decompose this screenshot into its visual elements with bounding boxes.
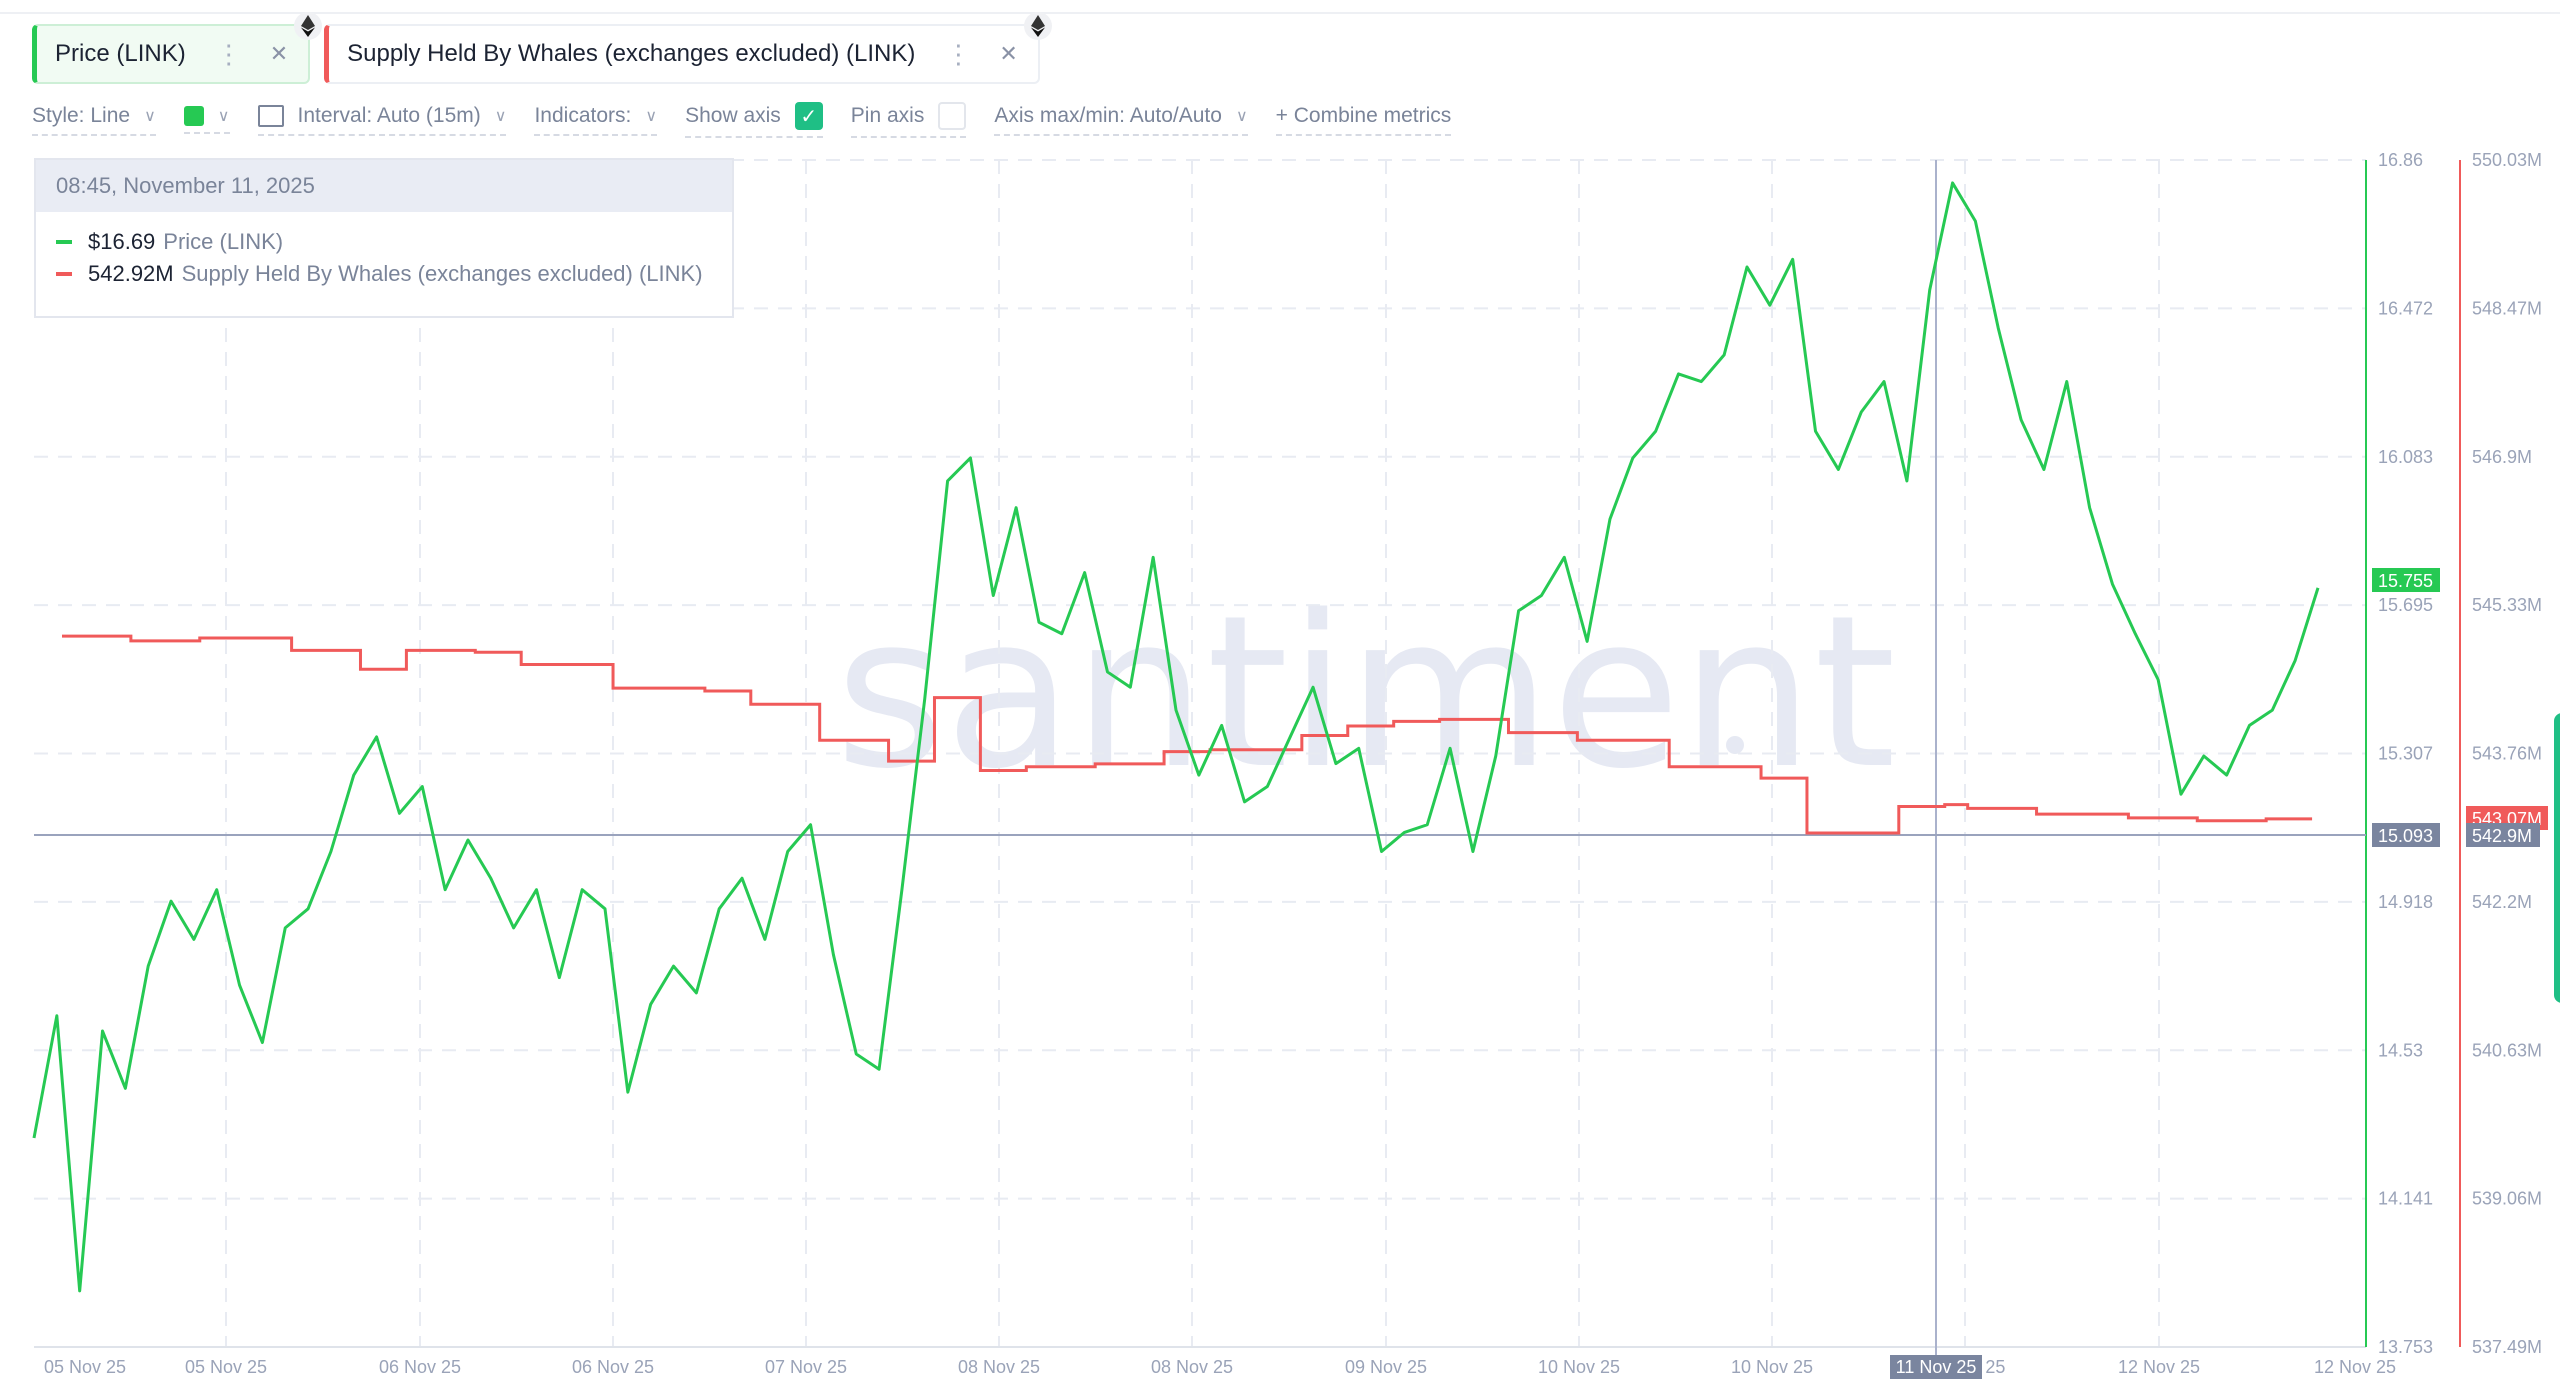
tooltip-label: Price (LINK) — [163, 229, 284, 254]
interval-dropdown[interactable]: Interval: Auto (15m) ∨ — [257, 104, 507, 136]
x-tick-label: 10 Nov 25 — [1731, 1357, 1813, 1377]
price-axis-tick: 14.141 — [2378, 1189, 2433, 1209]
price-axis-tick: 13.753 — [2378, 1337, 2433, 1357]
x-tick-label: 12 Nov 25 — [2118, 1357, 2200, 1377]
ethereum-icon — [1023, 12, 1052, 40]
side-panel-handle[interactable] — [2554, 713, 2560, 1003]
x-tick-label: 05 Nov 25 — [44, 1357, 126, 1377]
x-tick-label: 08 Nov 25 — [1151, 1357, 1233, 1377]
kebab-icon[interactable]: ⋮ — [945, 38, 972, 69]
show-axis-label: Show axis — [685, 104, 781, 127]
metric-tab-label: Price (LINK) — [55, 40, 186, 67]
price-axis-tick: 16.083 — [2378, 447, 2433, 467]
supply-axis-tick: 546.9M — [2472, 447, 2532, 467]
indicators-label: Indicators: — [534, 104, 632, 127]
price-axis-tick: 14.53 — [2378, 1040, 2423, 1060]
chevron-down-icon: ∨ — [494, 108, 507, 125]
checkbox-checked-icon[interactable]: ✓ — [794, 102, 823, 130]
color-swatch — [183, 106, 204, 126]
tooltip-timestamp: 08:45, November 11, 2025 — [36, 160, 732, 212]
supply-axis-tick: 542.2M — [2472, 892, 2532, 912]
checkbox-unchecked-icon[interactable] — [938, 102, 967, 130]
price-axis-tick: 14.918 — [2378, 892, 2433, 912]
x-tick-label: 10 Nov 25 — [1538, 1357, 1620, 1377]
chevron-down-icon: ∨ — [1235, 108, 1248, 125]
axis-maxmin-label: Axis max/min: Auto/Auto — [994, 104, 1222, 127]
style-label: Style: Line — [32, 104, 131, 127]
chevron-down-icon: ∨ — [144, 108, 156, 125]
price-axis-tick: 15.307 — [2378, 744, 2433, 764]
page-top-border — [0, 0, 2560, 14]
x-tick-label: 05 Nov 25 — [185, 1357, 267, 1377]
legend-swatch — [56, 240, 72, 244]
tooltip-row-supply: 542.92M Supply Held By Whales (exchanges… — [56, 258, 732, 290]
chart-toolbar: Style: Line ∨ ∨ Interval: Auto (15m) ∨ I… — [32, 100, 1479, 140]
x-tick-label: 06 Nov 25 — [572, 1357, 654, 1377]
close-icon[interactable]: ✕ — [269, 41, 289, 66]
show-axis-toggle[interactable]: Show axis ✓ — [685, 102, 823, 138]
color-dropdown[interactable]: ∨ — [183, 106, 230, 134]
supply-axis-tick: 550.03M — [2472, 150, 2542, 170]
crosshair-x-label: 11 Nov 25 — [1896, 1357, 1977, 1377]
interval-label: Interval: Auto (15m) — [297, 104, 481, 127]
tooltip-row-price: $16.69 Price (LINK) — [56, 226, 732, 258]
supply-axis-tick: 537.49M — [2472, 1337, 2542, 1357]
interval-icon — [257, 105, 284, 127]
x-tick-label: 08 Nov 25 — [958, 1357, 1040, 1377]
price-axis-tick: 16.86 — [2378, 150, 2423, 170]
supply-axis-tick: 545.33M — [2472, 595, 2542, 615]
tooltip-label: Supply Held By Whales (exchanges exclude… — [181, 261, 703, 286]
metric-tab-price[interactable]: Price (LINK) ⋮ ✕ — [32, 12, 323, 84]
axis-maxmin-dropdown[interactable]: Axis max/min: Auto/Auto ∨ — [994, 104, 1248, 136]
metric-tabs: Price (LINK) ⋮ ✕ Supply Held By Whales (… — [32, 12, 1052, 84]
chart-tooltip: 08:45, November 11, 2025 $16.69 Price (L… — [34, 158, 734, 318]
kebab-icon[interactable]: ⋮ — [215, 38, 242, 69]
ethereum-icon — [294, 12, 323, 40]
chevron-down-icon: ∨ — [217, 108, 230, 125]
pin-axis-toggle[interactable]: Pin axis — [850, 102, 967, 138]
indicators-dropdown[interactable]: Indicators: ∨ — [534, 104, 658, 136]
supply-axis-tick: 540.63M — [2472, 1040, 2542, 1060]
price-line — [32, 181, 2320, 1293]
price-axis-tick: 15.695 — [2378, 595, 2433, 615]
tooltip-value: $16.69 — [88, 229, 156, 254]
metric-tab-label: Supply Held By Whales (exchanges exclude… — [347, 40, 916, 67]
combine-metrics-label: + Combine metrics — [1275, 104, 1452, 127]
close-icon[interactable]: ✕ — [999, 41, 1018, 66]
tooltip-value: 542.92M — [88, 261, 174, 286]
pin-axis-label: Pin axis — [850, 104, 925, 127]
supply-crosshair-badge: 542.9M — [2472, 826, 2532, 846]
x-tick-label: 09 Nov 25 — [1345, 1357, 1427, 1377]
supply-axis-tick: 543.76M — [2472, 744, 2542, 764]
price-axis-tick: 16.472 — [2378, 298, 2433, 318]
x-tick-label: 07 Nov 25 — [765, 1357, 847, 1377]
chevron-down-icon: ∨ — [645, 108, 658, 125]
metric-tab-whale-supply[interactable]: Supply Held By Whales (exchanges exclude… — [324, 12, 1052, 84]
price-crosshair-badge: 15.093 — [2378, 826, 2433, 846]
legend-swatch — [56, 272, 72, 276]
price-current-badge: 15.755 — [2378, 571, 2433, 591]
x-tick-label: 06 Nov 25 — [379, 1357, 461, 1377]
supply-axis-tick: 548.47M — [2472, 298, 2542, 318]
combine-metrics-button[interactable]: + Combine metrics — [1275, 104, 1452, 136]
x-tick-label: 12 Nov 25 — [2314, 1357, 2396, 1377]
style-dropdown[interactable]: Style: Line ∨ — [32, 104, 156, 136]
supply-axis-tick: 539.06M — [2472, 1189, 2542, 1209]
